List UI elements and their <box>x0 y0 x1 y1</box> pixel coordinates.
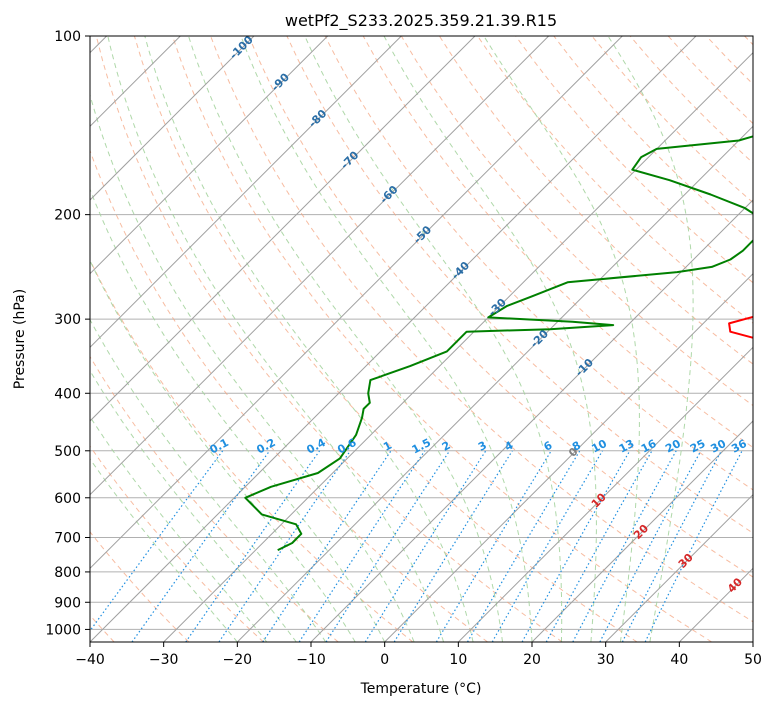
isotherm-line <box>90 36 623 570</box>
mixing-ratio-label: 20 <box>663 437 683 456</box>
profile-series <box>244 135 753 551</box>
y-axis-label: Pressure (hPa) <box>12 289 28 389</box>
dry-adiabat-line <box>90 149 488 642</box>
moist-adiabat-line <box>90 369 297 642</box>
x-axis-label: Temperature (°C) <box>360 681 482 697</box>
moist-adiabat-line <box>188 36 503 642</box>
mixing-ratio-line <box>599 450 702 642</box>
mixing-ratio-line <box>262 450 392 642</box>
mixing-ratio-line <box>644 450 743 642</box>
plot-frame <box>89 35 754 643</box>
mixing-ratio-label: 16 <box>639 437 659 456</box>
mixing-ratio-line <box>572 450 677 642</box>
dry-adiabat-line <box>400 36 753 407</box>
x-tick-label: −30 <box>149 652 179 668</box>
mixing-ratio-line <box>185 450 321 642</box>
y-tick-label: 400 <box>54 386 81 402</box>
moist-adiabat-line <box>144 36 474 642</box>
mixing-ratio-label: 30 <box>708 437 728 456</box>
mixing-ratio-line <box>435 450 552 642</box>
x-tick-label: 50 <box>744 652 762 668</box>
dry-adiabat-line <box>90 355 339 642</box>
x-tick-label: −40 <box>75 652 105 668</box>
isotherm-line <box>90 36 255 201</box>
y-tick-label: 500 <box>54 444 81 460</box>
x-tick-label: 10 <box>449 652 467 668</box>
x-tick-label: −10 <box>296 652 326 668</box>
y-tick-label: 600 <box>54 491 81 507</box>
y-tick-label: 900 <box>54 595 81 611</box>
isotherm-line <box>90 36 697 642</box>
isotherm-line <box>384 272 753 642</box>
mixing-ratio-line <box>545 450 653 642</box>
mixing-ratio-line <box>521 450 631 642</box>
isotherm-line <box>90 36 402 349</box>
mixing-ratio-label: 13 <box>617 437 637 456</box>
moist-adiabat-line <box>304 36 563 642</box>
mixing-ratio-label: 10 <box>589 437 609 456</box>
mixing-ratio-line <box>364 450 487 642</box>
dry-adiabat-line <box>362 36 753 449</box>
chart-title: wetPf2_S233.2025.359.21.39.R15 <box>285 11 557 31</box>
moist-adiabat-line <box>90 415 268 642</box>
mixing-ratio-line <box>131 450 271 642</box>
moist-adiabat-line <box>90 259 356 642</box>
isotherms <box>90 36 753 642</box>
y-tick-label: 200 <box>54 208 81 224</box>
dry-adiabat-line <box>248 36 753 578</box>
isotherm-line <box>90 36 329 275</box>
x-tick-label: 20 <box>523 652 541 668</box>
isotherm-line <box>90 36 550 496</box>
isotherm-line <box>531 420 753 642</box>
mixing-ratio-line <box>218 450 351 642</box>
moist-adiabat-line <box>240 36 533 642</box>
isotherm-line <box>163 51 753 642</box>
dewpoint-profile-line <box>244 135 753 551</box>
isotherm-line <box>457 346 753 642</box>
y-tick-label: 1000 <box>45 622 81 638</box>
dry-adiabat-line <box>172 36 712 642</box>
y-tick-label: 100 <box>54 29 81 45</box>
isotherm-line <box>90 36 476 422</box>
dry-adiabat-line <box>133 36 638 642</box>
moist-adiabat-line <box>483 36 640 642</box>
isotherm-line <box>605 493 753 642</box>
moist-adiabat-line <box>107 36 445 642</box>
x-tick-label: 0 <box>380 652 389 668</box>
dry-adiabat-line <box>210 36 753 623</box>
isotherm-line <box>236 125 753 642</box>
moist-adiabat-line <box>90 188 386 642</box>
dry-adiabat-line <box>515 36 753 284</box>
mixing-ratio-line <box>298 450 426 642</box>
mixing-ratio-lines <box>90 450 743 642</box>
y-tick-label: 700 <box>54 531 81 547</box>
x-tick-label: 40 <box>670 652 688 668</box>
moist-adiabats <box>90 36 694 642</box>
dry-adiabat-line <box>95 36 563 642</box>
x-tick-label: −20 <box>223 652 253 668</box>
mixing-ratio-line <box>90 450 224 632</box>
mixing-ratio-label: 25 <box>688 437 708 456</box>
mixing-ratio-line <box>325 450 451 642</box>
moist-adiabat-line <box>607 36 694 642</box>
mixing-ratio-label: 36 <box>729 437 749 456</box>
isotherm-line <box>310 199 753 642</box>
dry-adiabat-line <box>90 445 264 642</box>
moist-adiabat-line <box>90 457 238 642</box>
dry-adiabat-line <box>90 531 190 642</box>
pressure-gridlines <box>90 36 753 630</box>
x-tick-label: 30 <box>597 652 615 668</box>
moist-adiabat-line <box>383 36 597 642</box>
y-tick-label: 800 <box>54 565 81 581</box>
y-tick-label: 300 <box>54 312 81 328</box>
axes: −40 −30 −20 −10 0 10 20 30 40 50 1000 900 800 700 600 5… <box>45 29 762 668</box>
